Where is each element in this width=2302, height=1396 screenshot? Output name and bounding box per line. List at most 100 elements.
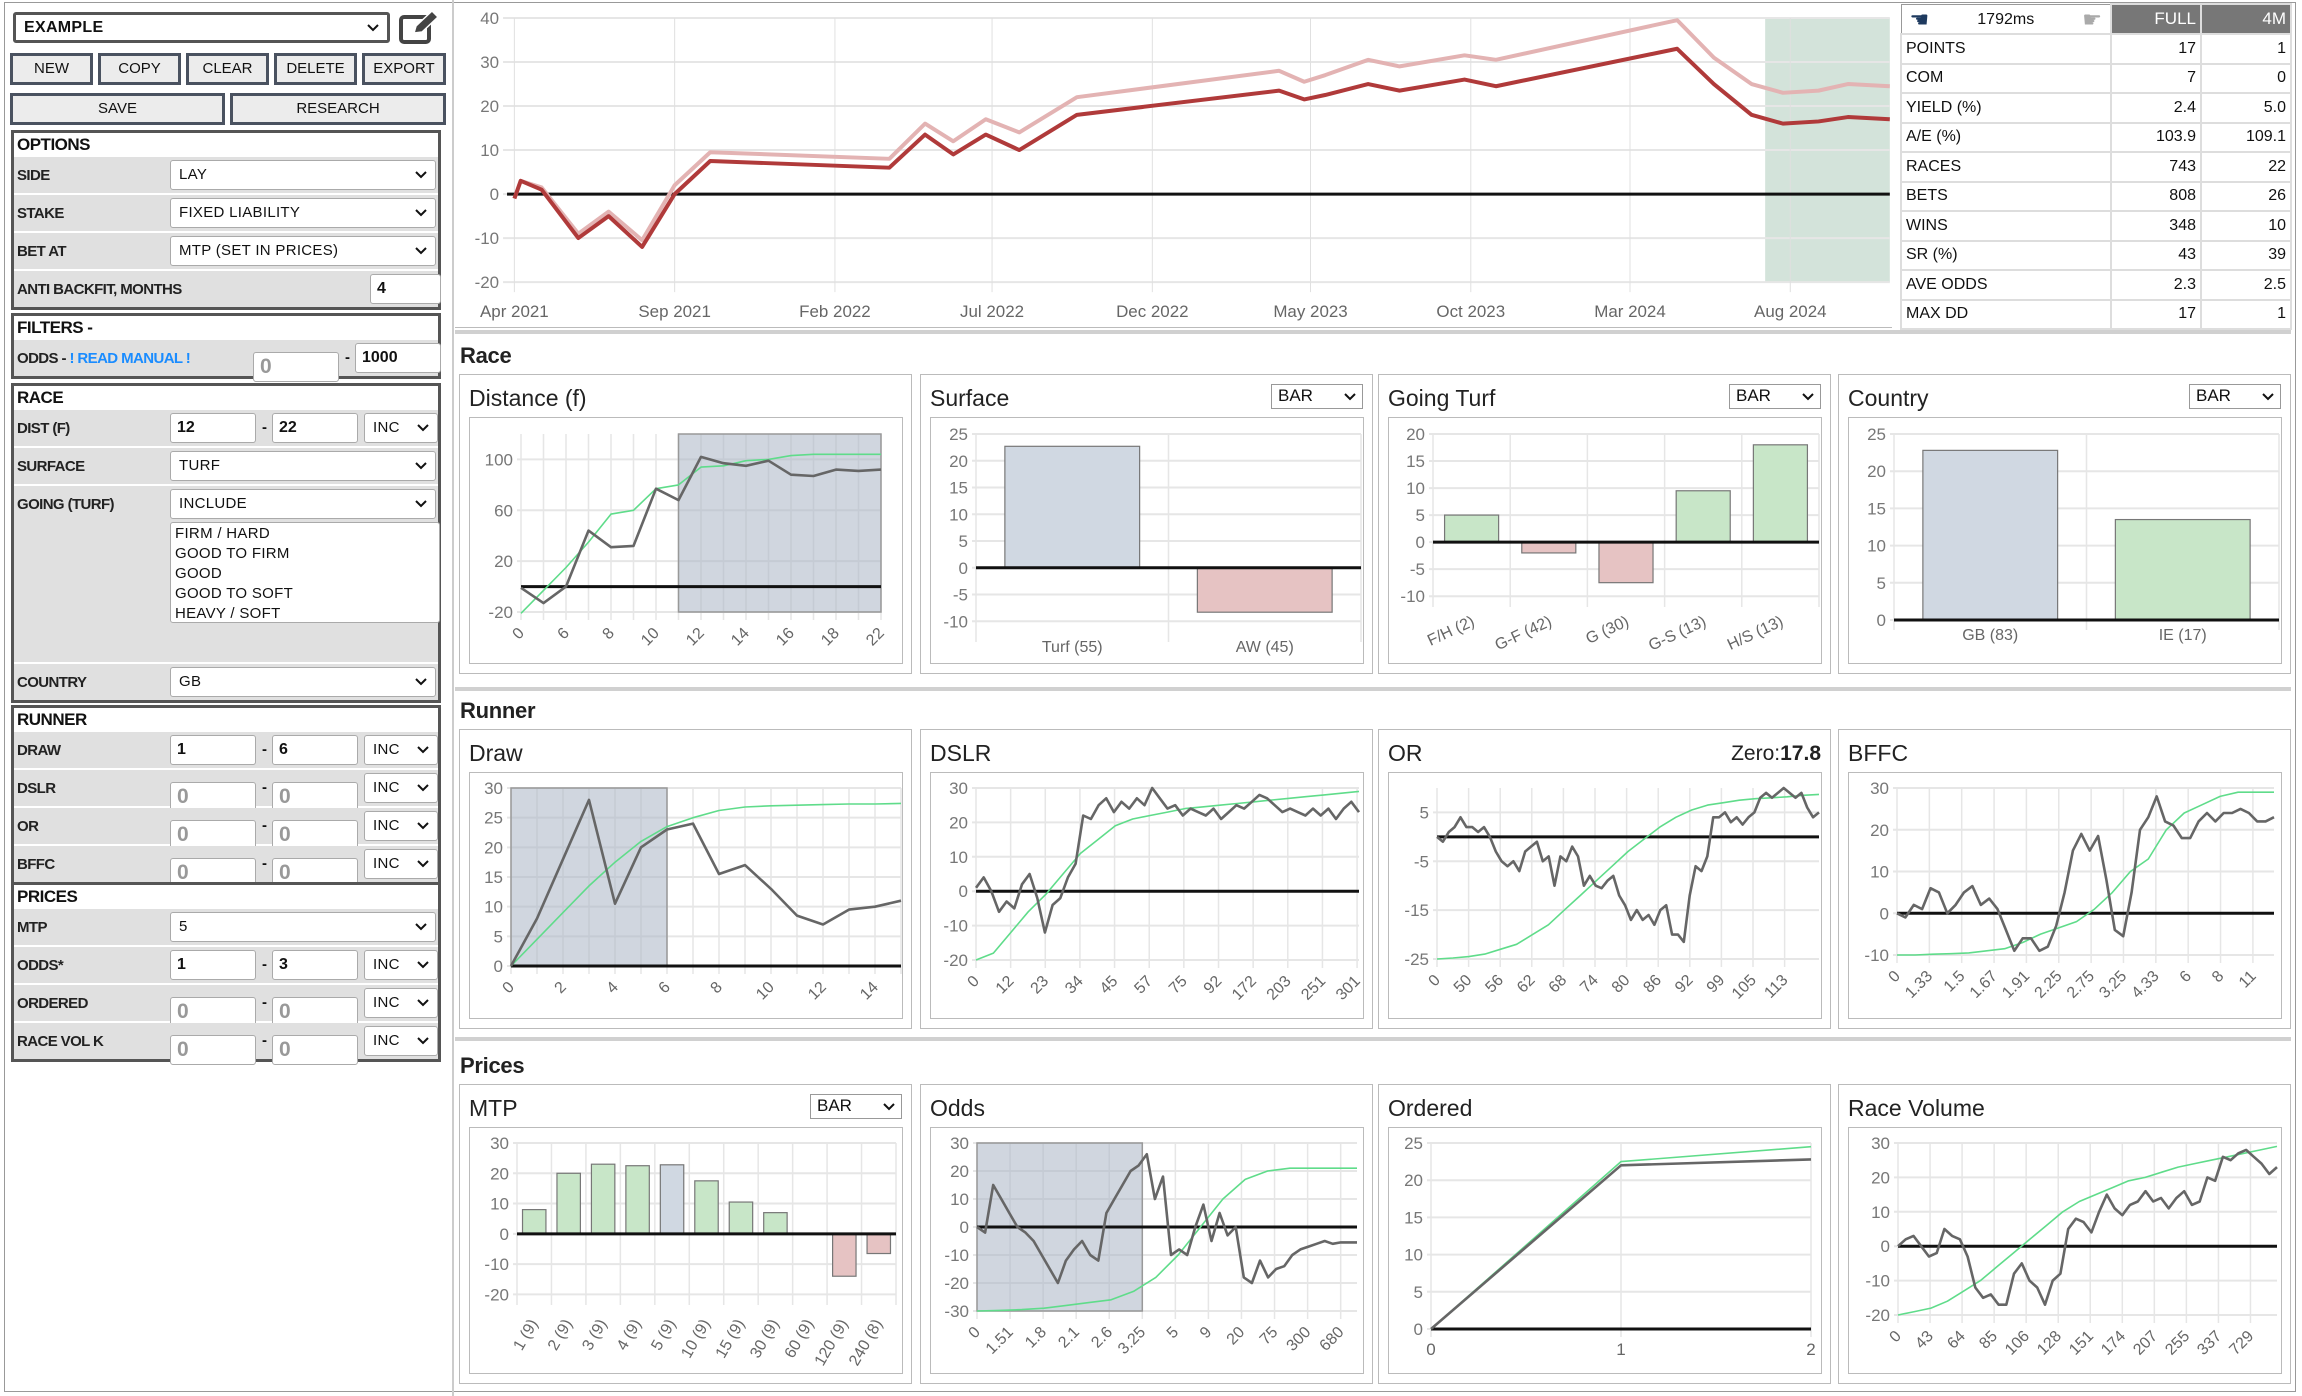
- x-tick-label: AW (45): [1236, 639, 1294, 656]
- race-vol-k-max-input[interactable]: 0: [272, 1035, 358, 1065]
- or-mode-select[interactable]: INC: [364, 811, 438, 841]
- going-select[interactable]: INCLUDE: [170, 489, 436, 519]
- x-tick-label: 75: [1166, 973, 1191, 998]
- delete-button[interactable]: DELETE: [274, 53, 357, 85]
- chart-mode-select[interactable]: BAR: [1271, 384, 1363, 409]
- chart-plot-area[interactable]: -10 -5 0 5 10 15 20 F/H (2) G-F (42) G (30) G-S (1…: [1388, 417, 1822, 664]
- odds-max-input[interactable]: 3: [272, 950, 358, 980]
- anti-backfit-row: ANTI BACKFIT, MONTHS 4: [14, 271, 441, 307]
- chart-plot-area[interactable]: -20 20 60 100 0 6 8 10 12 14 16 18 22: [469, 417, 903, 664]
- dist-min-input[interactable]: 12: [170, 413, 256, 443]
- ordered-mode-select[interactable]: INC: [364, 988, 438, 1018]
- chart-plot-area[interactable]: -20 -10 0 10 20 30 0 12 23 34 45 57 75 92 172 203 251 301: [930, 772, 1364, 1019]
- bar: [866, 1233, 892, 1255]
- anti-backfit-input[interactable]: 4: [370, 274, 441, 304]
- draw-max-input[interactable]: 6: [272, 735, 358, 765]
- draw-mode-select[interactable]: INC: [364, 735, 438, 765]
- hand-pointing-right-icon[interactable]: ☛: [2082, 6, 2102, 32]
- odds-row: ODDS* 1 - 3 INC: [14, 947, 438, 983]
- dist-mode-select[interactable]: INC: [364, 413, 438, 443]
- hand-pointing-left-icon[interactable]: ☚: [1909, 6, 1930, 32]
- copy-button[interactable]: COPY: [98, 53, 181, 85]
- race-vol-k-mode-select[interactable]: INC: [364, 1026, 438, 1056]
- going-listbox[interactable]: FIRM / HARD GOOD TO FIRM GOOD GOOD TO SO…: [170, 522, 440, 623]
- x-tick-label: 92: [1201, 973, 1226, 998]
- chart-plot-area[interactable]: 0 5 10 15 20 25 GB (83) IE (17): [1848, 417, 2282, 664]
- x-tick-label: 6: [656, 979, 674, 997]
- chart-plot-area[interactable]: 0 5 10 15 20 25 0 1 2: [1388, 1127, 1822, 1374]
- dist-max-input[interactable]: 22: [272, 413, 358, 443]
- y-tick-label: -10: [475, 229, 499, 248]
- read-manual-link[interactable]: ! READ MANUAL !: [69, 350, 191, 367]
- strategy-select[interactable]: EXAMPLE: [13, 12, 390, 43]
- chart-plot-area[interactable]: -20 -10 0 10 20 30 0 43 64 85 106 128 151 174 207 255 33…: [1848, 1127, 2282, 1374]
- stats-col-full[interactable]: FULL: [2110, 3, 2202, 35]
- chart-svg: -20 -10 0 10 20 30 1 (9) 2 (9) 3 (9) 4 (9) 5 (9)10…: [484, 1134, 897, 1369]
- bar: [590, 1163, 616, 1235]
- stats-col-4m[interactable]: 4M: [2200, 3, 2292, 35]
- y-tick-label: -15: [1404, 901, 1429, 920]
- side-select[interactable]: LAY: [170, 160, 436, 190]
- chart-plot-area[interactable]: -10 -5 0 5 10 15 20 25 Turf (55) AW (45): [930, 417, 1364, 664]
- section-title-runner: Runner: [460, 698, 536, 723]
- chart-plot-area[interactable]: -20 -10 0 10 20 30 1 (9) 2 (9) 3 (9) 4 (9) 5 (9) 10…: [469, 1127, 903, 1374]
- stats-full-value: 17: [2110, 298, 2202, 330]
- research-button[interactable]: RESEARCH: [230, 93, 446, 125]
- stake-row: STAKE FIXED LIABILITY: [14, 195, 438, 231]
- chart-mode-select[interactable]: BAR: [810, 1094, 902, 1119]
- actual-line: [1896, 795, 2275, 953]
- y-tick-label: -10: [1864, 946, 1889, 965]
- mtp-select[interactable]: 5: [170, 912, 436, 942]
- new-button[interactable]: NEW: [10, 53, 93, 85]
- bar: [659, 1164, 685, 1235]
- y-tick-label: 5: [1416, 506, 1425, 525]
- chevron-down-icon: [417, 822, 429, 830]
- ordered-mode-value: INC: [373, 994, 400, 1011]
- x-tick-label: 56: [1482, 972, 1507, 997]
- save-button[interactable]: SAVE: [10, 93, 225, 125]
- going-option[interactable]: HEAVY / SOFT: [175, 605, 281, 622]
- going-option[interactable]: FIRM / HARD: [175, 525, 270, 542]
- bet-at-select[interactable]: MTP (SET IN PRICES): [170, 236, 436, 266]
- stake-select[interactable]: FIXED LIABILITY: [170, 198, 436, 228]
- y-tick-label: 30: [949, 779, 968, 798]
- country-value: GB: [179, 673, 202, 690]
- odds-min-input[interactable]: 1: [170, 950, 256, 980]
- dslr-row: DSLR 0 - 0 INC: [14, 770, 438, 812]
- y-tick-label: 0: [1881, 1237, 1890, 1256]
- country-select[interactable]: GB: [170, 667, 436, 697]
- bffc-mode-select[interactable]: INC: [364, 849, 438, 879]
- going-option[interactable]: GOOD: [175, 565, 223, 582]
- x-tick-label: 14: [728, 625, 753, 650]
- export-button[interactable]: EXPORT: [362, 53, 446, 85]
- edit-icon[interactable]: [398, 9, 440, 45]
- x-tick-label: 5 (9): [648, 1317, 679, 1354]
- race-vol-k-min-input[interactable]: 0: [170, 1035, 256, 1065]
- equity-line-gross: [512, 18, 1890, 243]
- x-tick-label: 5: [1164, 1324, 1182, 1342]
- x-tick-label: 680: [1317, 1324, 1348, 1355]
- x-tick-label: 30 (9): [747, 1317, 783, 1362]
- odds-max-input[interactable]: 1000: [355, 343, 441, 373]
- chart-plot-area[interactable]: -10 0 10 20 30 0 1.33 1.5 1.67 1.91 2.25 2.75 3.25 4.…: [1848, 772, 2282, 1019]
- chart-plot-area[interactable]: -30 -20 -10 0 10 20 30 0 1.51 1.8 2.1 2.6 3.25 5 9 20 75…: [930, 1127, 1364, 1374]
- bffc-mode-value: INC: [373, 855, 400, 872]
- chart-mode-select[interactable]: BAR: [1729, 384, 1821, 409]
- chart-plot-area[interactable]: 0 5 10 15 20 25 30 0 2 4 6 8 10 12 14: [469, 772, 903, 1019]
- draw-min-input[interactable]: 1: [170, 735, 256, 765]
- going-option[interactable]: GOOD TO SOFT: [175, 585, 294, 602]
- stats-4m-value: 5.0: [2200, 92, 2292, 124]
- actual-line: [1897, 1148, 2278, 1306]
- surface-select[interactable]: TURF: [170, 451, 436, 481]
- chart-mode-select[interactable]: BAR: [2189, 384, 2281, 409]
- chart-plot-area[interactable]: -25 -15 -5 5 0 50 56 62 68 74 80 86 92 99 105 113: [1388, 772, 1822, 1019]
- odds-mode-select[interactable]: INC: [364, 950, 438, 980]
- odds-min-input[interactable]: 0: [253, 352, 339, 382]
- ordered-max-input[interactable]: 0: [272, 997, 358, 1027]
- chevron-down-icon: [367, 24, 379, 32]
- clear-button[interactable]: CLEAR: [186, 53, 269, 85]
- bet-at-value: MTP (SET IN PRICES): [179, 242, 339, 259]
- chart-mode-value: BAR: [1278, 386, 1313, 405]
- going-option[interactable]: GOOD TO FIRM: [175, 545, 290, 562]
- dslr-mode-select[interactable]: INC: [364, 773, 438, 803]
